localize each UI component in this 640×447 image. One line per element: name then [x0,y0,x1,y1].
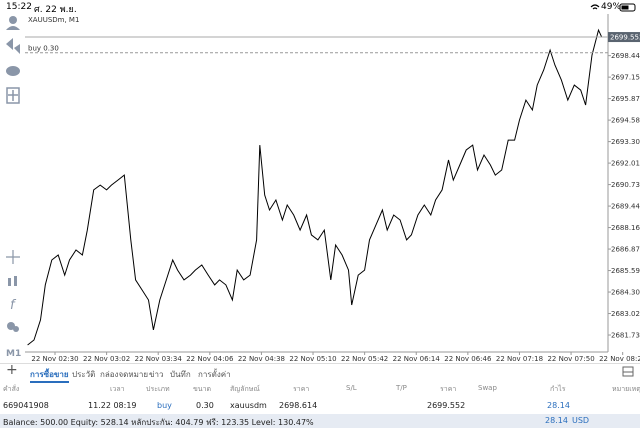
tab[interactable]: การซื้อขาย [30,368,69,383]
svg-text:M1: M1 [6,349,21,359]
price-line [27,28,603,346]
sidebar: f M1 [6,16,21,359]
clock: 15:22 [6,2,32,12]
order-label: buy 0.30 [28,45,59,53]
svg-text:f: f [10,298,17,313]
y-tick-label: 2688.160 [611,224,640,232]
total-profit: 28.14 [545,416,568,425]
x-tick-label: 22 Nov 03:34 [135,355,183,363]
column-header: เวลา [110,385,125,393]
tab[interactable]: ประวัติ [72,370,96,379]
symbol-label: XAUUSDm, M1 [28,16,79,24]
layout-toggle[interactable] [622,366,634,378]
y-tick-label: 2685.590 [611,267,640,275]
column-header: คำสั่ง [3,385,20,393]
y-tick-label: 2692.015 [611,160,640,168]
y-tick-label: 2686.875 [611,246,640,254]
cell-time: 11.22 08:19 [88,401,137,410]
date: ศ. 22 พ.ย. [34,5,77,15]
add-button[interactable]: + [6,362,18,378]
column-header: S/L [346,384,357,392]
x-tick-label: 22 Nov 06:46 [444,355,492,363]
current-price-box [608,32,640,43]
cell-profit: 28.14 [547,401,570,410]
cell-symbol: xauusdm [230,401,267,410]
battery-level: 49% [601,2,622,12]
divider [0,363,640,364]
y-tick-label: 2683.020 [611,310,640,318]
x-tick-label: 22 Nov 04:06 [186,355,234,363]
column-header: ขนาด [193,385,212,393]
column-header: Swap [478,384,497,392]
column-header: กำไร [550,385,566,393]
column-header: ราคา [293,385,310,393]
cell-volume: 0.30 [196,401,214,410]
y-tick-label: 2695.870 [611,95,640,103]
x-tick-label: 22 Nov 05:10 [289,355,336,363]
x-tick-label: 22 Nov 07:18 [496,355,543,363]
y-tick-label: 2694.585 [611,117,640,125]
status-icons [590,3,636,12]
column-header: ราคา [440,385,457,393]
cell-open-price: 2698.614 [279,401,318,410]
column-header: สัญลักษณ์ [230,385,260,393]
x-tick-label: 22 Nov 03:02 [83,355,130,363]
cell-order: 669041908 [3,401,49,410]
tab[interactable]: การตั้งค่า [198,370,231,379]
x-tick-label: 22 Nov 02:30 [31,355,78,363]
cell-price: 2699.552 [427,401,466,410]
tab[interactable]: บันทึก [170,370,191,379]
x-tick-label: 22 Nov 08:22 [599,355,640,363]
column-header: หมายเหตุ [612,385,640,393]
column-header: ประเภท [146,385,170,393]
column-header: T/P [396,384,407,392]
currency: USD [572,416,590,425]
y-tick-label: 2681.735 [611,332,640,340]
y-tick-label: 2689.445 [611,203,640,211]
x-tick-label: 22 Nov 04:38 [238,355,285,363]
y-tick-label: 2693.300 [611,138,640,146]
footer-bar [0,414,640,428]
x-tick-label: 22 Nov 05:42 [341,355,388,363]
account-summary: Balance: 500.00 Equity: 528.14 หลักประกั… [3,418,314,427]
price-chart: XAUUSDm, M1 2698.440 2697.155 2695.870 2694… [25,14,640,363]
tab[interactable]: กล่องจดหมาย [100,370,149,379]
x-tick-label: 22 Nov 07:50 [547,355,594,363]
current-price-label: 2699.552 [610,34,640,42]
y-tick-label: 2690.730 [611,181,640,189]
tab[interactable]: ข่าว [149,370,164,379]
cell-type: buy [157,401,172,410]
y-tick-label: 2697.155 [611,74,640,82]
x-tick-label: 22 Nov 06:14 [393,355,441,363]
y-tick-label: 2684.305 [611,289,640,297]
y-tick-label: 2698.440 [611,52,640,60]
